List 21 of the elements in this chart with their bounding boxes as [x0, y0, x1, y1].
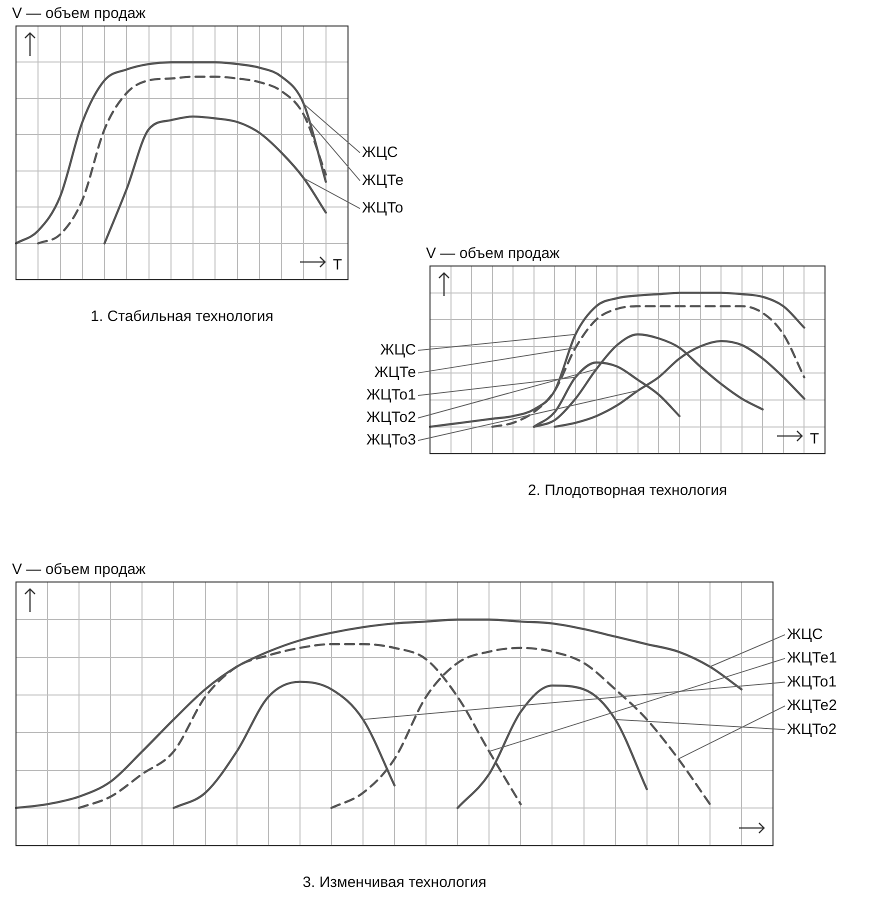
text: ЖЦТо [362, 200, 404, 217]
text: ЖЦТо1 [787, 673, 837, 690]
text: ЖЦТо2 [787, 720, 837, 738]
text: 2. Плодотворная технология [528, 482, 728, 500]
text: 3. Изменчивая технология [302, 874, 486, 892]
text: ЖЦТо2 [366, 409, 416, 426]
text: ЖЦТо3 [366, 432, 416, 449]
text: ЖЦТе1 [787, 650, 837, 667]
text: ЖЦТе2 [787, 697, 837, 714]
y-axis-title: V — объем продаж [12, 5, 146, 22]
text: 1. Стабильная технология [90, 308, 274, 326]
x-axis-title: T [810, 430, 819, 448]
text: ЖЦС [362, 144, 398, 161]
x-axis-title: T [332, 256, 342, 274]
text: ЖЦТо1 [366, 386, 416, 404]
text: ЖЦТе [362, 172, 404, 189]
text: ЖЦС [787, 626, 823, 643]
text: ЖЦТе [374, 364, 416, 382]
y-axis-title: V — объем продаж [12, 561, 146, 578]
y-axis-title: V — объем продаж [426, 245, 560, 262]
text: ЖЦС [380, 342, 416, 359]
